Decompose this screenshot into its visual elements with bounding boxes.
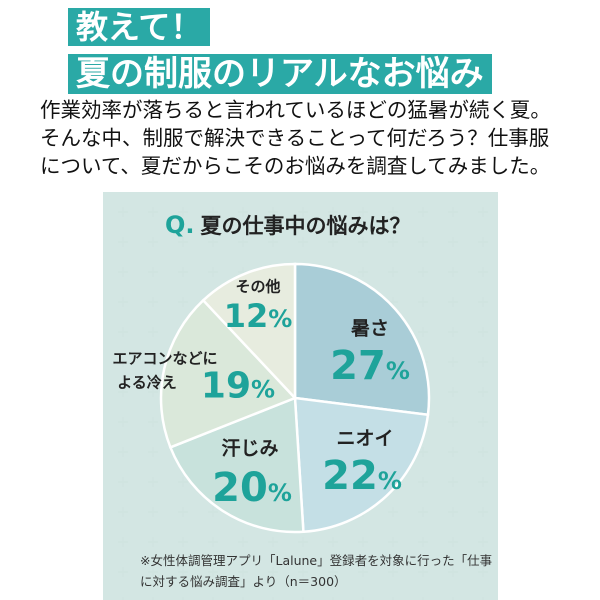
slice-label-other: その他 bbox=[235, 277, 281, 296]
intro-line: について、夏だからこそのお悩みを調査してみました。 bbox=[40, 154, 551, 178]
value-number: 19 bbox=[200, 365, 252, 407]
slice-value-sweat: 20% bbox=[212, 465, 292, 511]
slice-label-aircon-2: よる冷え bbox=[117, 373, 177, 392]
intro-line: そんな中、制服で解決できることって何だろう？仕事服 bbox=[40, 126, 550, 150]
value-number: 22 bbox=[322, 453, 378, 499]
slice-label-odor: ニオイ bbox=[336, 427, 394, 450]
pie-slice-1 bbox=[293, 396, 430, 534]
footnote-line: に対する悩み調査」より（n＝300） bbox=[140, 574, 347, 589]
pie-slice-3 bbox=[159, 298, 298, 449]
footnote-line: ※女性体調管理アプリ「Lalune」登録者を対象に行った「仕事 bbox=[140, 553, 493, 568]
slice-value-other: 12% bbox=[224, 297, 293, 335]
pie-slice-0 bbox=[293, 262, 431, 417]
pie-slice-4 bbox=[201, 262, 297, 402]
unit: % bbox=[377, 467, 402, 495]
unit: % bbox=[385, 357, 410, 385]
intro-text: 作業効率が落ちると言われているほどの猛暑が続く夏。 そんな中、制服で解決できるこ… bbox=[40, 96, 600, 180]
chart-title-text: 夏の仕事中の悩みは？ bbox=[200, 214, 411, 238]
footnote: ※女性体調管理アプリ「Lalune」登録者を対象に行った「仕事 に対する悩み調査… bbox=[140, 550, 492, 592]
unit: % bbox=[251, 375, 276, 404]
unit: % bbox=[267, 479, 292, 507]
value-number: 27 bbox=[330, 343, 386, 389]
slice-label-heat: 暑さ bbox=[350, 317, 390, 340]
q-prefix: Q. bbox=[165, 211, 195, 239]
slice-label-aircon-1: エアコンなどに bbox=[112, 349, 218, 368]
headline-1: 教えて！ bbox=[68, 8, 211, 46]
slice-label-sweat: 汗じみ bbox=[221, 437, 279, 460]
slice-value-heat: 27% bbox=[330, 343, 410, 389]
value-number: 20 bbox=[212, 465, 268, 511]
chart-title: Q. 夏の仕事中の悩みは？ bbox=[165, 210, 411, 240]
headline-2: 夏の制服のリアルなお悩み bbox=[68, 54, 492, 94]
pie-slice-2 bbox=[168, 396, 305, 534]
slice-value-odor: 22% bbox=[322, 453, 402, 499]
intro-line: 作業効率が落ちると言われているほどの猛暑が続く夏。 bbox=[40, 98, 551, 122]
unit: % bbox=[268, 305, 293, 333]
slice-value-aircon: 19% bbox=[201, 366, 275, 407]
value-number: 12 bbox=[223, 297, 269, 335]
